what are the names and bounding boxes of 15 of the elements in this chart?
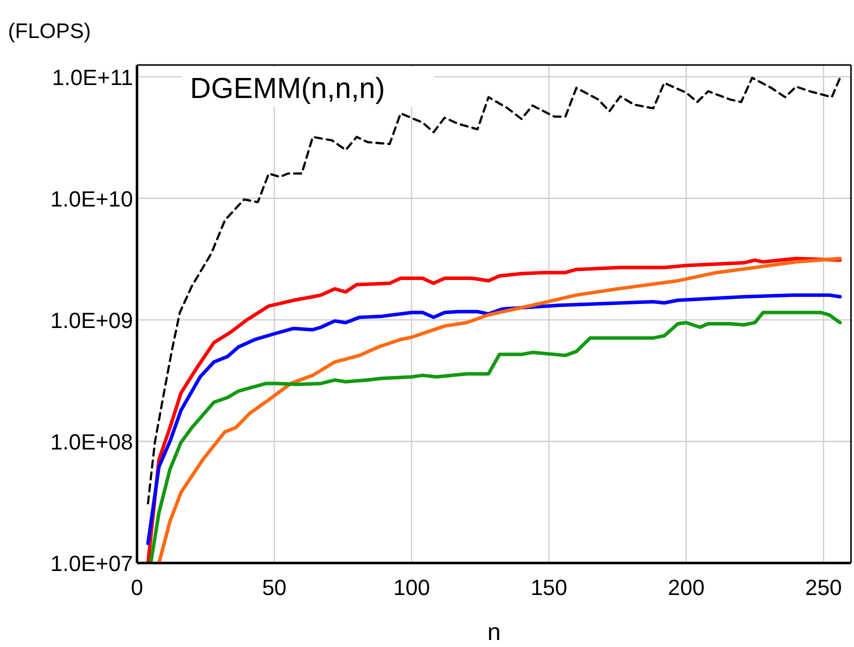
x-axis-title: n xyxy=(487,619,501,646)
annotation: DGEMM(n,n,n) xyxy=(190,73,385,105)
x-tick-label: 250 xyxy=(805,575,842,600)
x-tick-label: 200 xyxy=(668,575,705,600)
x-tick-label: 50 xyxy=(262,575,287,600)
y-tick-label: 1.0E+09 xyxy=(50,308,133,333)
x-tick-label: 100 xyxy=(393,575,430,600)
y-tick-label: 1.0E+11 xyxy=(52,64,133,90)
y-tick-label: 1.0E+10 xyxy=(50,186,133,212)
x-tick-label: 0 xyxy=(130,575,144,600)
y-tick-label: 1.0E+08 xyxy=(50,429,133,454)
y-tick-label: 1.0E+07 xyxy=(50,551,133,576)
y-axis-title: (FLOPS) xyxy=(8,20,91,43)
x-tick-label: 150 xyxy=(530,575,568,600)
line-series xyxy=(146,76,842,504)
